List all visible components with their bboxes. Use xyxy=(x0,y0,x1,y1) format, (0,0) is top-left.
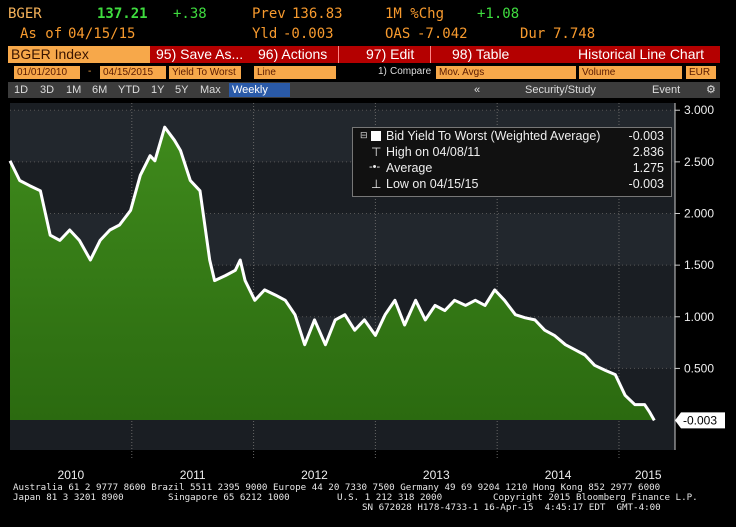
legend-low-icon: ⊥ xyxy=(371,177,382,191)
legend-low-label: Low on 04/15/15 xyxy=(386,177,479,191)
y-tick-label: 0.500 xyxy=(684,361,714,375)
footer-session: SN 672028 H178-4733-1 16-Apr-15 4:45:17 … xyxy=(362,502,661,513)
y-tick-label: 1.500 xyxy=(684,258,714,272)
footer-us: U.S. 1 212 318 2000 xyxy=(337,492,443,503)
view-title: Historical Line Chart xyxy=(578,46,718,63)
price: 137.21 xyxy=(97,6,148,22)
y-tick-label: 2.000 xyxy=(684,207,714,221)
period-button[interactable]: 6M xyxy=(92,84,108,96)
toolbar-button[interactable]: 95) Save As... xyxy=(156,46,248,63)
yld-label: Yld xyxy=(252,26,278,42)
dur-value: 7.748 xyxy=(553,26,596,42)
x-tick-label: 2015 xyxy=(635,468,662,482)
prev-label: Prev xyxy=(252,6,286,22)
dur-label: Dur xyxy=(520,26,546,42)
toolbar-button[interactable]: 96) Actions xyxy=(258,46,339,63)
chg-value: +1.08 xyxy=(477,6,520,22)
yld-value: -0.003 xyxy=(283,26,334,42)
legend-average: 1.275 xyxy=(632,161,664,175)
legend-high: 2.836 xyxy=(632,145,664,159)
end-date[interactable]: 04/15/2015 xyxy=(100,66,166,79)
x-tick-label: 2014 xyxy=(545,468,572,482)
period-button[interactable]: 1Y xyxy=(151,84,165,96)
field-select[interactable]: Yield To Worst xyxy=(169,66,241,79)
last-label: -0.003 xyxy=(683,413,717,427)
period-button[interactable]: 5Y xyxy=(175,84,189,96)
frequency-select[interactable]: Weekly xyxy=(229,83,290,97)
period-button[interactable]: 3D xyxy=(40,84,55,96)
currency-select[interactable]: EUR xyxy=(686,66,716,79)
legend-box xyxy=(352,127,672,197)
legend-swatch xyxy=(371,131,381,141)
line xyxy=(8,125,656,422)
security-field[interactable]: BGER Index xyxy=(8,46,150,63)
period-button[interactable]: YTD xyxy=(118,84,140,96)
y-tick-label: 1.000 xyxy=(684,310,714,324)
toolbar-button[interactable]: 98) Table xyxy=(452,46,518,63)
oas-label: OAS xyxy=(385,26,411,42)
ticker: BGER xyxy=(8,6,42,22)
plot-band xyxy=(10,103,675,111)
period-bar xyxy=(8,82,720,98)
period-button[interactable]: Max xyxy=(200,84,221,96)
x-tick-label: 2010 xyxy=(58,468,85,482)
y-tick-label: 2.500 xyxy=(684,155,714,169)
studies-select[interactable]: Mov. Avgs xyxy=(436,66,576,79)
back-button[interactable]: « xyxy=(474,84,481,96)
asof-value: 04/15/15 xyxy=(68,26,136,42)
x-tick-label: 2011 xyxy=(180,468,206,482)
footer-line: Australia 61 2 9777 8600 Brazil 5511 239… xyxy=(13,482,661,493)
prev-value: 136.83 xyxy=(292,6,343,22)
legend-high-label: High on 04/08/11 xyxy=(386,145,481,159)
asof-label: As of xyxy=(20,26,63,42)
toolbar-button[interactable]: 97) Edit xyxy=(366,46,431,63)
event-button[interactable]: Event xyxy=(652,84,681,96)
area xyxy=(10,127,655,421)
legend-avg-icon: -•- xyxy=(369,161,381,173)
y-tick-label: 3.000 xyxy=(684,103,714,117)
footer-japan: Japan 81 3 3201 8900 xyxy=(13,492,124,503)
chg-label: 1M %Chg xyxy=(385,6,445,22)
period-button[interactable]: 1D xyxy=(14,84,29,96)
footer-singapore: Singapore 65 6212 1000 xyxy=(168,492,290,503)
lower-select[interactable]: Volume xyxy=(579,66,682,79)
study-button[interactable]: Security/Study xyxy=(525,84,596,96)
legend-high-icon: ⊤ xyxy=(371,145,382,159)
last-marker xyxy=(675,412,725,429)
legend-last: -0.003 xyxy=(628,129,664,143)
legend-collapse[interactable]: ⊟ xyxy=(360,130,368,140)
period-button[interactable]: 1M xyxy=(66,84,82,96)
settings-icon[interactable]: ⚙ xyxy=(706,84,716,96)
legend-average-label: Average xyxy=(386,161,433,175)
date-separator: - xyxy=(88,66,92,77)
compare[interactable]: Compare xyxy=(390,66,432,77)
legend-low: -0.003 xyxy=(628,177,664,191)
x-tick-label: 2012 xyxy=(301,468,328,482)
change: +.38 xyxy=(173,6,207,22)
start-date[interactable]: 01/01/2010 xyxy=(14,66,80,79)
x-tick-label: 2013 xyxy=(423,468,450,482)
legend-series: Bid Yield To Worst (Weighted Average) xyxy=(386,129,601,143)
compare-num: 1) xyxy=(378,66,387,77)
style-select[interactable]: Line xyxy=(254,66,336,79)
oas-value: -7.042 xyxy=(417,26,468,42)
footer-copyright: Copyright 2015 Bloomberg Finance L.P. xyxy=(493,492,698,503)
